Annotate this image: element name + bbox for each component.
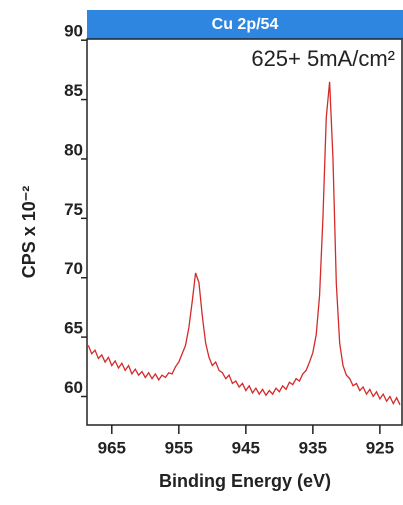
- annotation: 625+ 5mA/cm²: [251, 46, 395, 71]
- chart-title: Cu 2p/54: [212, 16, 279, 33]
- x-tick-label: 925: [366, 438, 394, 457]
- y-tick-label: 90: [64, 22, 83, 41]
- y-tick-label: 65: [64, 319, 83, 338]
- x-tick-label: 945: [232, 438, 260, 457]
- y-tick-label: 60: [64, 378, 83, 397]
- spectrum-line: [87, 81, 401, 406]
- plot-frame: [86, 38, 403, 426]
- x-axis-label: Binding Energy (eV): [159, 471, 331, 491]
- x-tick-label: 965: [98, 438, 126, 457]
- x-tick-label: 935: [299, 438, 327, 457]
- y-axis-label: CPS x 10⁻²: [19, 186, 39, 279]
- title-bar: [87, 10, 403, 39]
- y-tick-label: 70: [64, 259, 83, 278]
- y-tick-label: 85: [64, 81, 83, 100]
- y-tick-label: 75: [64, 200, 83, 219]
- y-tick-label: 80: [64, 140, 83, 159]
- x-tick-label: 955: [165, 438, 193, 457]
